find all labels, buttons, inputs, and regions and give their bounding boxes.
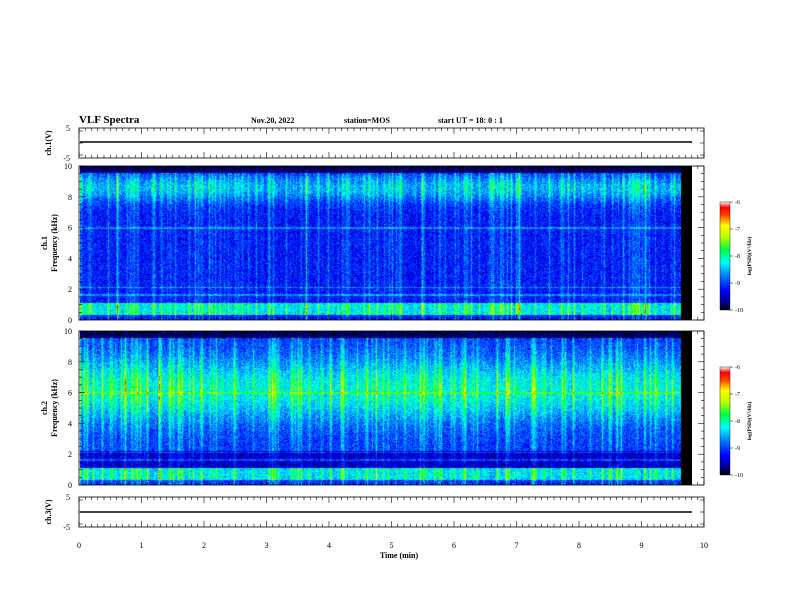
colorbar-tick-label: -6: [735, 200, 740, 206]
colorbar-tick-label: -10: [735, 308, 743, 314]
ch1-colorbar: [719, 201, 731, 311]
x-tick-label: 0: [77, 541, 81, 550]
ch2-colorbar-label: log(PSD)(V²/Hz): [746, 402, 753, 441]
ch2-spectrogram-image: [80, 331, 692, 485]
ch1-spectrogram-image: [80, 166, 692, 320]
colorbar-tick-label: -6: [735, 365, 740, 371]
ch3-ylabel: ch.3(V): [44, 499, 53, 524]
y-tick-label: 2: [68, 450, 72, 459]
x-axis-label: Time (min): [380, 551, 419, 560]
start-time-label: start UT = 18: 0 : 1: [438, 116, 503, 125]
ch1-ytick-bottom: -5: [63, 154, 70, 163]
ch3-ytick-bottom: -5: [63, 523, 70, 532]
x-tick-label: 2: [202, 541, 206, 550]
colorbar-tick-label: -9: [735, 281, 740, 287]
x-tick-label: 3: [265, 541, 269, 550]
ch1-ytick-top: 5: [66, 124, 70, 133]
x-tick-label: 6: [452, 541, 456, 550]
colorbar-tick-label: -8: [735, 419, 740, 425]
y-tick-label: 0: [68, 481, 72, 490]
station-label: station=MOS: [344, 116, 390, 125]
y-tick-label: 8: [68, 193, 72, 202]
ch1-ylabel: ch.1(V): [44, 130, 53, 155]
ch2-channel-label: ch.2: [40, 401, 49, 415]
x-tick-label: 5: [390, 541, 394, 550]
ch1-frequency-label: Frequency (kHz): [50, 214, 59, 272]
colorbar-tick-label: -10: [735, 473, 743, 479]
ch3-ytick-top: 5: [66, 493, 70, 502]
colorbar-tick-label: -9: [735, 446, 740, 452]
y-tick-label: 6: [68, 389, 72, 398]
y-tick-label: 0: [68, 316, 72, 325]
y-tick-label: 6: [68, 224, 72, 233]
x-tick-label: 7: [515, 541, 519, 550]
y-tick-label: 10: [64, 327, 72, 336]
y-tick-label: 2: [68, 285, 72, 294]
ch2-frequency-label: Frequency (kHz): [50, 379, 59, 437]
y-tick-label: 4: [68, 254, 72, 263]
x-tick-label: 1: [140, 541, 144, 550]
colorbar-tick-label: -7: [735, 392, 740, 398]
colorbar-ticks: -6 -7 -8 -9 -10 -6 -7 -8 -9 -10: [730, 200, 743, 479]
x-tick-label: 10: [700, 541, 708, 550]
y-tick-label: 4: [68, 419, 72, 428]
ch1-colorbar-label: log(PSD)(V²/Hz): [746, 237, 753, 276]
x-tick-label: 8: [577, 541, 581, 550]
axis-ticks: 0 1 2 3 4 5 6 7 8 9 10 0 2 4 6 8 10 0 2 4 6 8 10: [64, 128, 708, 550]
chart-title: VLF Spectra: [79, 114, 140, 126]
ch1-channel-label: ch.1: [40, 236, 49, 250]
y-tick-label: 8: [68, 358, 72, 367]
colorbar-tick-label: -7: [735, 227, 740, 233]
y-tick-label: 10: [64, 162, 72, 171]
date-label: Nov.20, 2022: [251, 116, 294, 125]
colorbar-tick-label: -8: [735, 254, 740, 260]
x-tick-label: 4: [327, 541, 331, 550]
ch2-colorbar: [719, 366, 731, 476]
x-tick-label: 9: [640, 541, 644, 550]
